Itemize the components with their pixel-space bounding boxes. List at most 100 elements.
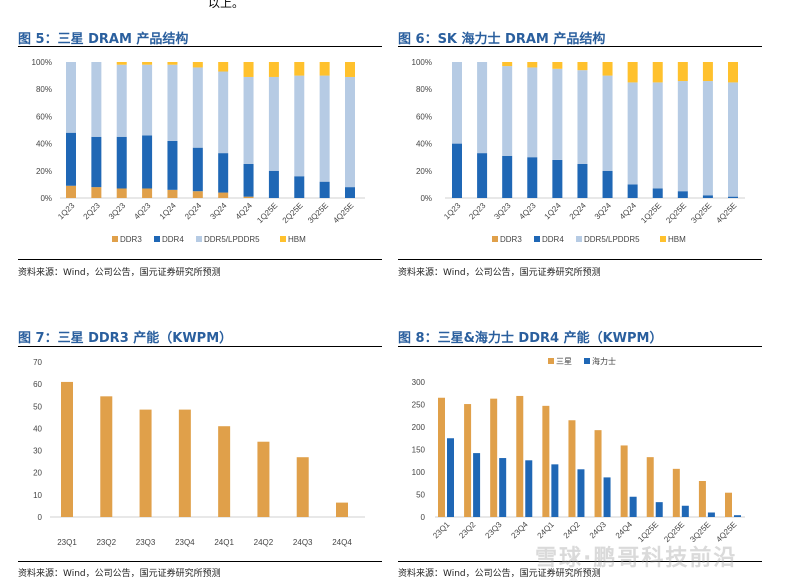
x-tick-label: 3Q25E: [689, 201, 713, 225]
intro-text: 以上。: [208, 0, 245, 10]
legend-label: DDR3: [500, 235, 522, 244]
figure-8-title: 图 8：三星&海力士 DDR4 产能（KWPM）: [398, 331, 663, 346]
y-tick-label: 60%: [416, 112, 432, 121]
bar: [336, 502, 348, 517]
y-tick-label: 0%: [420, 194, 432, 203]
legend-swatch: [534, 236, 540, 242]
bar-samsung: [568, 420, 576, 517]
bar-samsung: [646, 457, 654, 517]
bar-segment-ddr3: [66, 185, 76, 198]
legend-swatch: [492, 236, 498, 242]
bar-segment-ddr3: [192, 191, 203, 198]
bar-segment-ddr4: [652, 188, 663, 198]
legend-label: DDR5/LPDDR5: [584, 235, 640, 244]
x-tick-label: 23Q1: [431, 520, 452, 541]
x-tick-label: 4Q23: [517, 201, 538, 222]
legend-swatch: [584, 358, 590, 364]
legend-swatch: [576, 236, 582, 242]
bar-segment-ddr5-lpddr5: [702, 81, 713, 196]
bar-samsung: [672, 468, 680, 517]
figure-7-source: 资料来源：Wind，公司公告，国元证券研究所预测: [18, 569, 221, 579]
bar-segment-ddr5-lpddr5: [218, 71, 229, 154]
bar-segment-ddr5-lpddr5: [677, 81, 688, 192]
bar-hynix: [447, 438, 454, 517]
bar-segment-ddr3: [243, 196, 254, 198]
bar-segment-ddr5-lpddr5: [243, 76, 254, 164]
y-tick-label: 80%: [36, 85, 52, 94]
bar-segment-hbm: [294, 62, 305, 76]
y-tick-label: 70: [33, 358, 42, 367]
bar-samsung: [725, 492, 732, 517]
bar-segment-hbm: [577, 62, 588, 71]
x-tick-label: 1Q23: [56, 201, 77, 222]
bar-segment-ddr4: [91, 136, 102, 188]
bar-segment-ddr4: [192, 147, 203, 192]
bar-segment-ddr5-lpddr5: [268, 76, 279, 171]
bar-segment-ddr5-lpddr5: [345, 76, 355, 188]
legend-swatch: [660, 236, 666, 242]
bar-segment-hbm: [243, 62, 254, 77]
bar-samsung: [464, 404, 472, 517]
bar-segment-hbm: [652, 62, 663, 83]
bar-segment-hbm: [116, 62, 127, 65]
divider: [398, 46, 762, 47]
bar-segment-hbm: [527, 62, 538, 68]
x-tick-label: 3Q24: [593, 201, 614, 222]
bar: [61, 381, 73, 517]
bar: [139, 409, 152, 517]
bar-segment-ddr5-lpddr5: [192, 67, 203, 148]
x-tick-label: 1Q25E: [255, 201, 279, 225]
bar-samsung: [438, 397, 445, 517]
bar-segment-ddr5-lpddr5: [627, 82, 638, 185]
y-tick-label: 300: [412, 378, 426, 387]
bar-segment-ddr5-lpddr5: [728, 82, 738, 197]
bar-segment-hbm: [192, 62, 203, 68]
y-tick-label: 0%: [40, 194, 52, 203]
bar-samsung: [490, 398, 498, 517]
y-tick-label: 100%: [32, 58, 52, 67]
bar-hynix: [499, 458, 507, 517]
legend-swatch: [196, 236, 202, 242]
legend-label: DDR5/LPDDR5: [204, 235, 260, 244]
figure-6-title: 图 6：SK 海力士 DRAM 产品结构: [398, 32, 606, 47]
y-tick-label: 30: [33, 447, 42, 456]
bar-segment-ddr5-lpddr5: [142, 64, 153, 136]
x-tick-label: 23Q3: [483, 520, 504, 541]
y-tick-label: 40%: [416, 140, 432, 149]
y-tick-label: 20%: [36, 167, 52, 176]
bar-segment-ddr3: [167, 189, 178, 198]
x-tick-label: 23Q4: [175, 538, 195, 547]
bar-segment-ddr4: [167, 140, 178, 190]
legend-label: DDR4: [162, 235, 184, 244]
bar-segment-hbm: [627, 62, 638, 83]
x-tick-label: 23Q1: [57, 538, 77, 547]
bar-segment-ddr4: [677, 191, 688, 198]
x-tick-label: 24Q1: [536, 520, 557, 541]
y-tick-label: 20%: [416, 167, 432, 176]
watermark: 雪球·鹏哥科技前沿: [535, 546, 738, 571]
bar-segment-ddr4: [319, 181, 330, 198]
x-tick-label: 23Q2: [96, 538, 116, 547]
figure-8-source: 资料来源：Wind，公司公告，国元证券研究所预测: [398, 569, 601, 579]
x-tick-label: 1Q25E: [639, 201, 663, 225]
bar-hynix: [629, 496, 637, 517]
bar-segment-hbm: [602, 62, 613, 76]
bar-samsung: [620, 445, 628, 517]
bar: [257, 441, 270, 517]
bar-segment-hbm: [677, 62, 688, 82]
bar-segment-hbm: [728, 62, 738, 83]
bar: [100, 396, 113, 517]
bar-segment-ddr5-lpddr5: [319, 75, 330, 182]
divider: [398, 259, 762, 260]
x-tick-label: 1Q24: [158, 201, 179, 222]
legend-swatch: [112, 236, 118, 242]
bar-samsung: [594, 430, 602, 517]
bar-segment-ddr5-lpddr5: [116, 64, 127, 137]
bar-segment-hbm: [552, 62, 563, 69]
bar-segment-ddr5-lpddr5: [577, 70, 588, 164]
x-tick-label: 2Q23: [467, 201, 488, 222]
x-tick-label: 23Q2: [457, 520, 478, 541]
divider: [18, 46, 382, 47]
bar-segment-hbm: [702, 62, 713, 82]
figure-5-source: 资料来源：Wind，公司公告，国元证券研究所预测: [18, 268, 221, 278]
